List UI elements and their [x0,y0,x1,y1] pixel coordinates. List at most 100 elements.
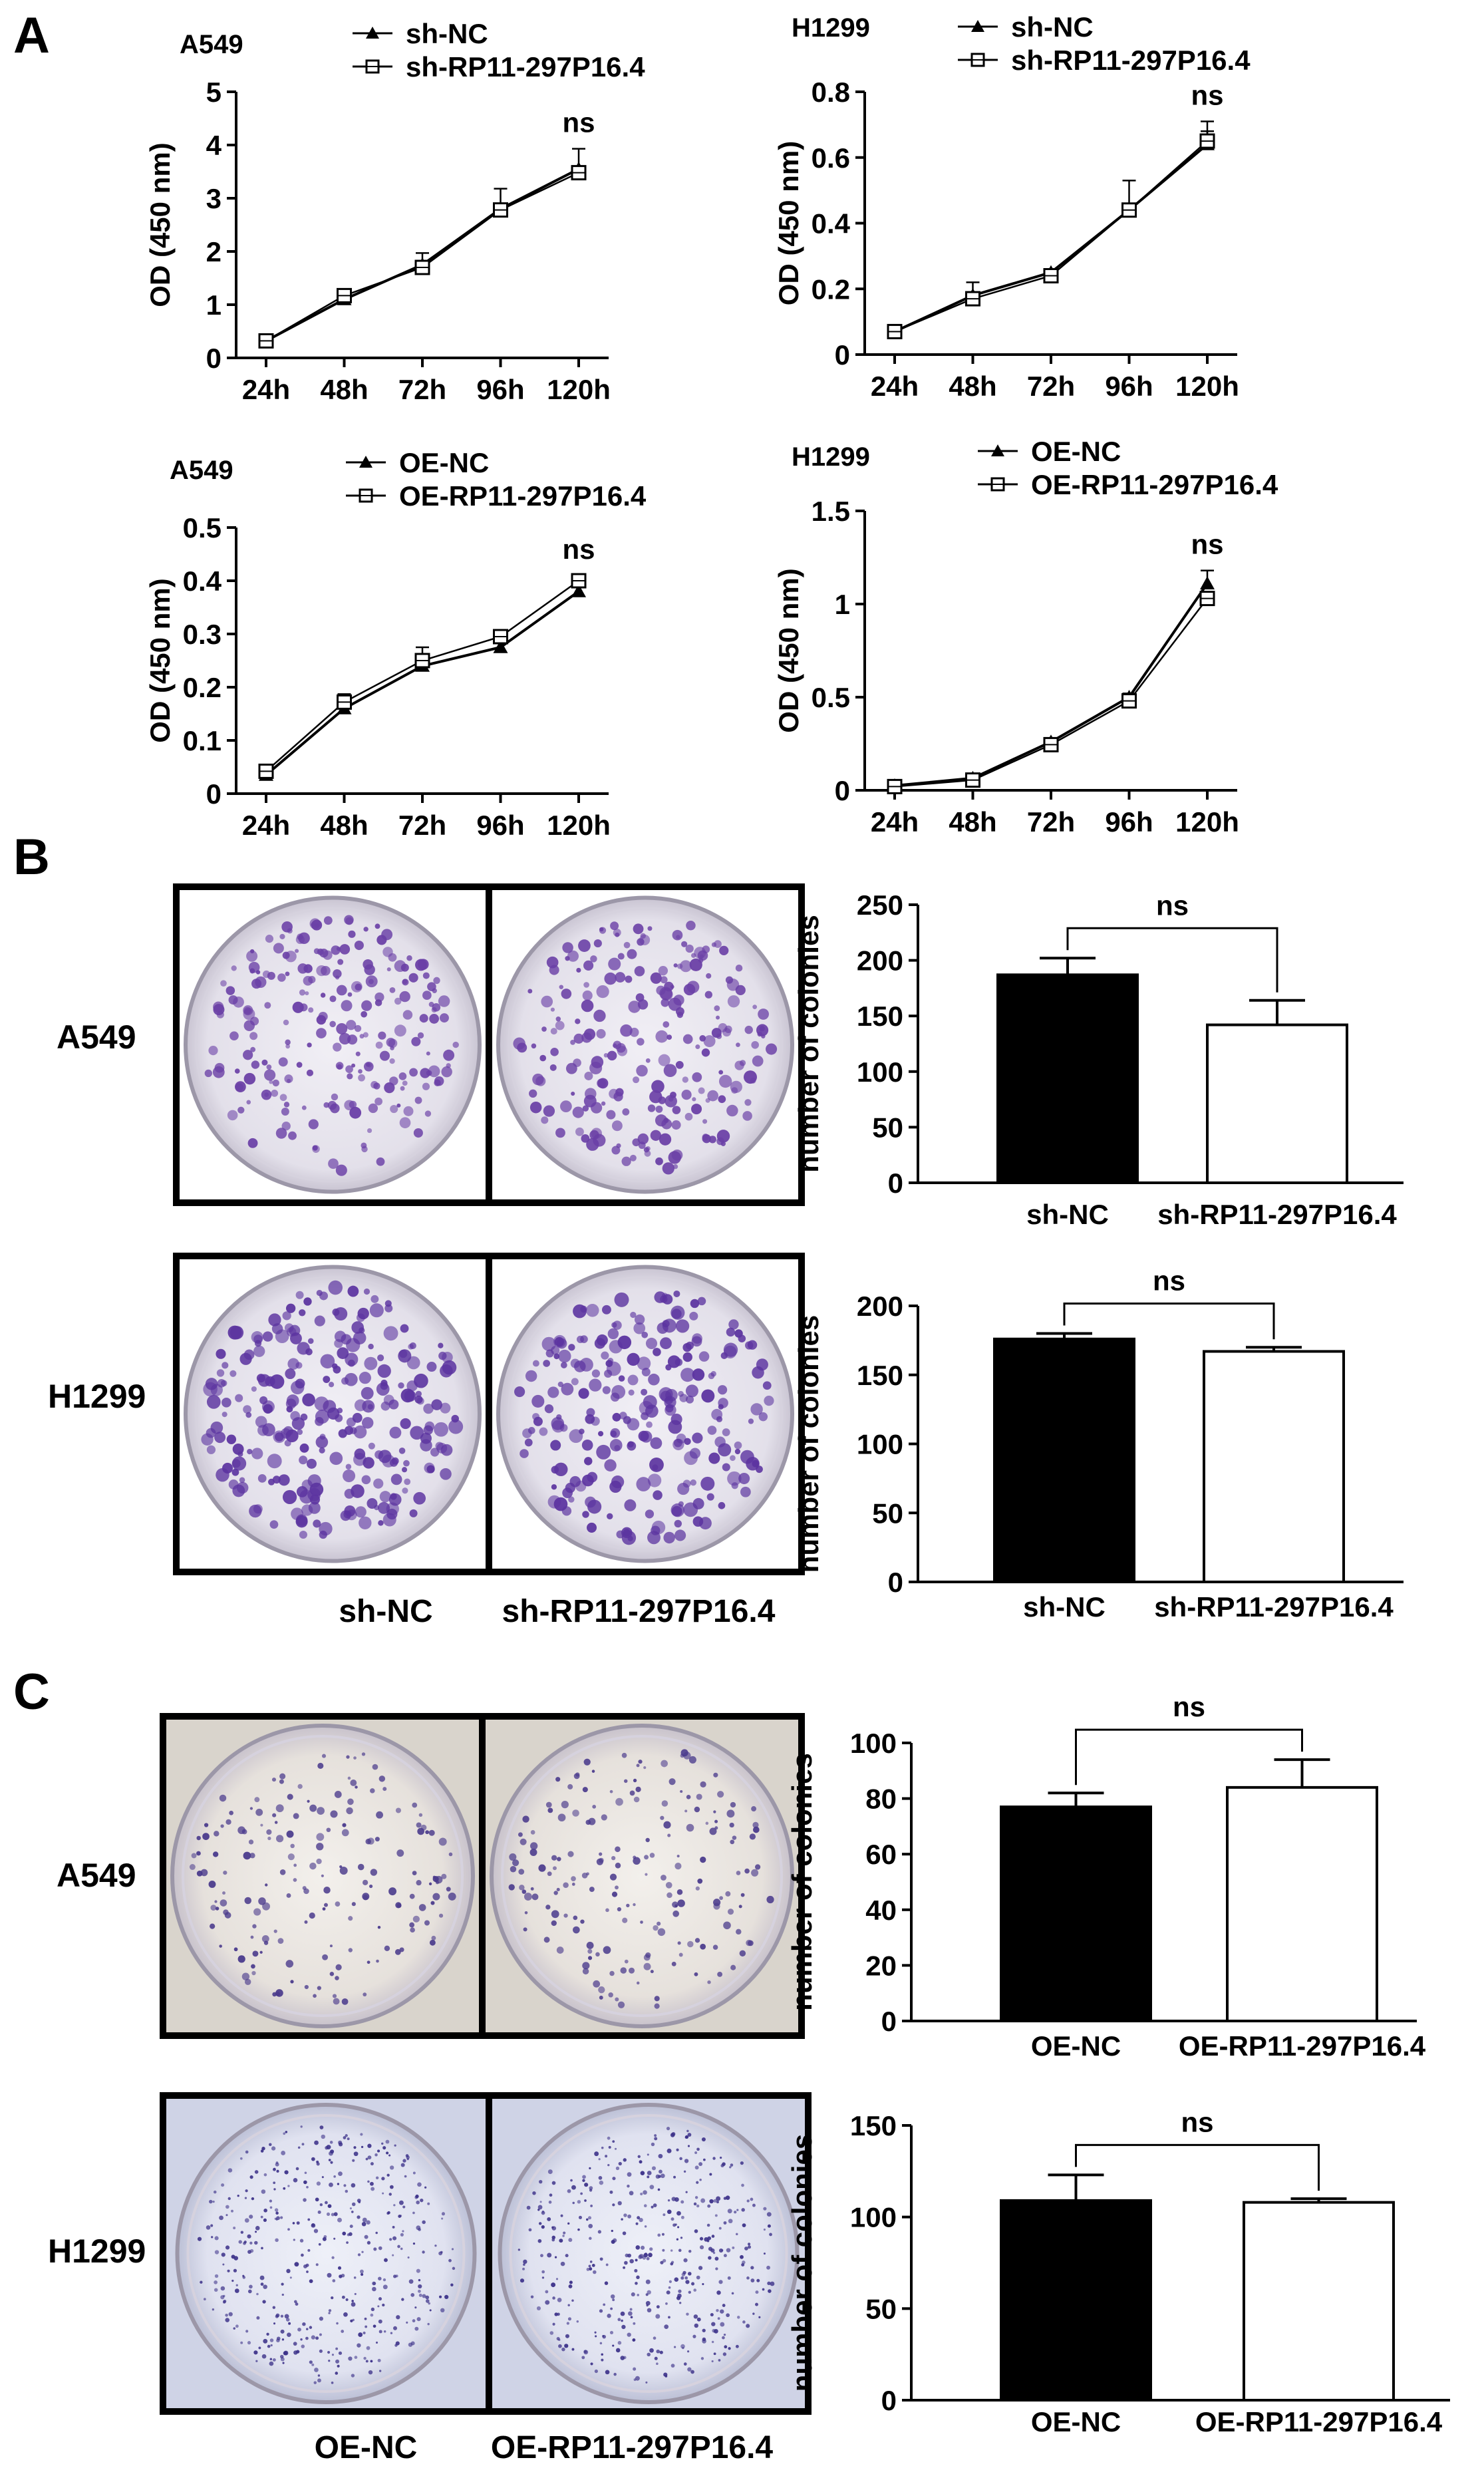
colony [275,1432,284,1442]
colony [361,2250,364,2253]
colony [723,1921,731,1930]
colony [235,1081,246,1093]
colony [589,2267,593,2271]
colony [715,2267,718,2270]
ns-annotation: ns [562,534,595,565]
colony [611,1120,623,1132]
colony [233,1947,238,1952]
colony [662,2258,667,2263]
colony [547,2169,553,2175]
colony [555,1128,565,1138]
colony [311,2157,315,2161]
colony [227,2168,233,2173]
colony [731,2292,734,2295]
colony [329,1944,333,1948]
colony [222,1397,231,1408]
colony [571,1876,576,1881]
colony [309,1862,317,1870]
colony [589,2186,593,2191]
colony [363,1992,367,1997]
colony [647,2290,651,2295]
colony [398,1072,407,1080]
colony [629,1154,637,1162]
colony [640,933,646,939]
colony [593,2270,597,2274]
colony [599,2180,604,2185]
colony [294,2262,299,2267]
colony [247,1448,253,1455]
colony [539,2201,542,2203]
colony [728,2219,733,2224]
colony [361,1010,368,1018]
colony [664,2324,669,2330]
colony [332,2279,336,2282]
colony [244,1897,252,1905]
colony [316,2181,321,2186]
colony [284,1074,293,1084]
colony [439,2295,442,2298]
colony [606,1110,616,1120]
colony [629,1790,635,1796]
colony [345,2298,349,2302]
colony [355,1051,361,1056]
colony [223,1909,229,1915]
series-line [894,140,1208,333]
y-axis-label: OD (450 nm) [144,578,176,742]
colony [702,1119,708,1124]
colony [635,2222,639,2225]
colony [384,2258,388,2262]
colony [372,2281,376,2286]
y-tick-label: 250 [857,889,903,921]
colony [656,2349,661,2354]
colony [314,2140,319,2145]
colony [429,1014,440,1024]
colony [389,1058,395,1064]
colony [350,2319,353,2323]
colony [543,1105,555,1117]
colony [607,2314,611,2318]
colony [402,1487,408,1494]
colony [284,2170,289,2175]
y-tick-label: 0.5 [812,682,850,713]
colony [568,2238,573,2243]
colony [672,1910,680,1917]
colony [663,1531,675,1544]
colony [328,2312,331,2314]
panel-letter-b: B [13,829,50,885]
colony [209,2199,213,2204]
colony [678,1501,684,1507]
colony [256,2316,260,2320]
colony [682,1034,693,1044]
colony [605,2263,609,2266]
colony [348,1359,355,1367]
colony [698,2162,703,2167]
colony [275,2161,279,2164]
colony [233,2327,235,2330]
colony [725,2195,730,2200]
colony [674,1519,682,1528]
colony [431,1935,436,1940]
colony [570,1039,575,1045]
colony [320,1354,335,1369]
colony [694,1938,700,1943]
colony [189,1864,196,1870]
colony [283,2187,286,2190]
y-tick-label: 1.5 [812,496,850,527]
colony [358,1069,363,1074]
colony [347,1073,353,1080]
colony [335,1164,347,1176]
colony [582,1962,590,1970]
colony [448,2258,452,2262]
colony [561,989,572,999]
colony [585,2218,589,2221]
colony [269,2338,274,2342]
bar-control [1000,2199,1152,2402]
colony [243,1072,256,1085]
y-tick-label: 100 [857,1429,903,1460]
colony [580,1919,585,1924]
colony [247,2341,251,2345]
colony [361,1142,367,1149]
colony [281,921,293,933]
colony [728,1319,739,1330]
colony [251,1970,256,1976]
